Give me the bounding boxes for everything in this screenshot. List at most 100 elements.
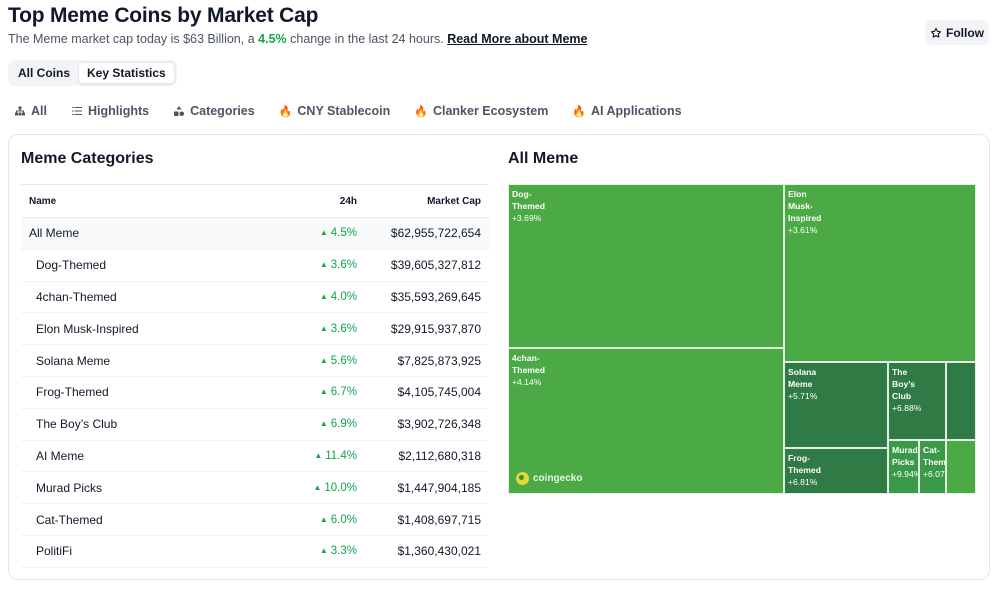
table-row[interactable]: Dog-Themed ▲ 3.6% $39,605,327,812	[21, 249, 489, 282]
change-value: 11.4%	[325, 449, 357, 462]
key-statistics-tab[interactable]: Key Statistics	[78, 62, 175, 84]
tab-categories[interactable]: Categories	[173, 104, 255, 118]
change-24h: ▲ 11.4%	[279, 440, 369, 473]
tile-change: +4.14%	[512, 377, 542, 387]
tab-all[interactable]: All	[14, 104, 47, 118]
change-value: 3.6%	[330, 259, 357, 272]
category-name[interactable]: The Boy’s Club	[21, 408, 279, 441]
categories-title: Meme Categories	[21, 150, 154, 167]
summary-change: 4.5%	[258, 32, 287, 46]
change-24h: ▲ 3.6%	[279, 249, 369, 282]
coingecko-logo-icon	[516, 472, 529, 485]
tile-change: +6.88%	[892, 403, 922, 413]
tab-ai-applications-label: AI Applications	[591, 104, 682, 118]
treemap-tile-frog-themed[interactable]: Frog- Themed +6.81%	[784, 448, 888, 494]
change-24h: ▲ 6.7%	[279, 376, 369, 409]
market-cap-value: $39,605,327,812	[369, 249, 489, 282]
treemap-tile-cat-themed[interactable]: Cat- Theme +6.07%	[919, 440, 946, 494]
table-row[interactable]: AI Meme ▲ 11.4% $2,112,680,318	[21, 440, 489, 473]
change-value: 3.3%	[330, 545, 357, 558]
view-toggle: All Coins Key Statistics	[8, 60, 177, 86]
change-24h: ▲ 3.3%	[279, 535, 369, 568]
table-row[interactable]: Frog-Themed ▲ 6.7% $4,105,745,004	[21, 376, 489, 409]
category-name[interactable]: Dog-Themed	[21, 249, 279, 282]
table-row[interactable]: PolitiFi ▲ 3.3% $1,360,430,021	[21, 535, 489, 568]
market-cap-value: $1,447,904,185	[369, 471, 489, 505]
up-arrow-icon: ▲	[319, 546, 328, 556]
tile-label: Dog- Themed	[512, 189, 545, 211]
treemap-tile-ai-meme[interactable]	[946, 362, 976, 440]
category-name[interactable]: Elon Musk-Inspired	[21, 312, 279, 346]
star-icon	[930, 27, 942, 38]
market-cap-value: $62,955,722,654	[369, 217, 489, 250]
up-arrow-icon: ▲	[319, 514, 328, 524]
category-name[interactable]: Murad Picks	[21, 471, 279, 505]
categories-table: Name 24h Market Cap All Meme ▲ 4.5% $62,955…	[21, 184, 489, 568]
tab-cny-stablecoin-label: CNY Stablecoin	[297, 104, 391, 118]
tab-all-label: All	[31, 104, 47, 118]
table-header: Name 24h Market Cap	[21, 184, 489, 218]
treemap-tile-dog-themed[interactable]: Dog- Themed +3.69%	[508, 184, 784, 348]
change-24h: ▲ 4.0%	[279, 281, 369, 314]
all-coins-tab[interactable]: All Coins	[18, 66, 71, 80]
tab-highlights[interactable]: Highlights	[71, 104, 149, 118]
treemap-tile-politifi[interactable]	[946, 440, 976, 494]
tile-label: Cat- Theme	[923, 445, 946, 467]
table-row[interactable]: Murad Picks ▲ 10.0% $1,447,904,185	[21, 471, 489, 505]
tab-clanker-ecosystem[interactable]: 🔥 Clanker Ecosystem	[414, 104, 548, 118]
table-row[interactable]: The Boy’s Club ▲ 6.9% $3,902,726,348	[21, 408, 489, 441]
category-name[interactable]: PolitiFi	[21, 535, 279, 568]
category-name[interactable]: Frog-Themed	[21, 376, 279, 409]
tile-change: +6.07%	[923, 469, 945, 479]
category-name[interactable]: All Meme	[21, 217, 279, 250]
tab-categories-label: Categories	[190, 104, 255, 118]
column-24h[interactable]: 24h	[279, 184, 369, 218]
flame-icon: 🔥	[414, 105, 428, 118]
tab-highlights-label: Highlights	[87, 104, 150, 118]
treemap-tile-solana-meme[interactable]: Solana Meme +5.71%	[784, 362, 888, 448]
tile-label: 4chan- Themed	[512, 353, 545, 375]
categories-icon	[174, 106, 185, 116]
read-more-link[interactable]: Read More about Meme	[447, 32, 588, 46]
table-row[interactable]: Cat-Themed ▲ 6.0% $1,408,697,715	[21, 503, 489, 536]
tab-cny-stablecoin[interactable]: 🔥 CNY Stablecoin	[279, 104, 391, 118]
change-value: 5.6%	[330, 354, 357, 367]
tab-clanker-ecosystem-label: Clanker Ecosystem	[432, 104, 549, 118]
treemap-tile-murad-picks[interactable]: Murad Picks +9.94%	[888, 440, 919, 494]
treemap-tile-4chan-themed[interactable]: 4chan- Themed +4.14%	[508, 348, 784, 494]
column-market-cap[interactable]: Market Cap	[369, 184, 489, 218]
category-name[interactable]: 4chan-Themed	[21, 281, 279, 314]
change-24h: ▲ 6.9%	[279, 408, 369, 441]
table-row[interactable]: Solana Meme ▲ 5.6% $7,825,873,925	[21, 344, 489, 377]
flame-icon: 🔥	[278, 105, 293, 118]
treemap-tile-elon-musk-inspired[interactable]: Elon Musk- Inspired +3.61%	[784, 184, 976, 362]
tile-label: The Boy’s Club	[892, 367, 916, 401]
hierarchy-icon	[15, 106, 25, 116]
tile-change: +9.94%	[892, 469, 919, 479]
tile-change: +6.81%	[788, 477, 818, 487]
change-24h: ▲ 5.6%	[279, 344, 369, 377]
change-value: 10.0%	[324, 481, 357, 494]
market-cap-value: $2,112,680,318	[369, 440, 489, 473]
treemap-chart: Dog- Themed +3.69% Elon Musk- Inspired +…	[508, 184, 976, 494]
change-24h: ▲ 6.0%	[279, 503, 369, 536]
change-value: 6.7%	[330, 386, 357, 399]
tile-change: +3.61%	[788, 225, 818, 235]
tile-label: Murad Picks	[892, 445, 918, 467]
treemap-tile-the-boys-club[interactable]: The Boy’s Club +6.88%	[888, 362, 946, 440]
tab-ai-applications[interactable]: 🔥 AI Applications	[572, 104, 681, 118]
category-name[interactable]: Solana Meme	[21, 344, 279, 377]
column-name[interactable]: Name	[21, 184, 279, 218]
table-row[interactable]: All Meme ▲ 4.5% $62,955,722,654	[21, 217, 489, 250]
category-name[interactable]: AI Meme	[21, 440, 279, 473]
treemap-title: All Meme	[508, 150, 579, 167]
up-arrow-icon: ▲	[319, 387, 328, 397]
up-arrow-icon: ▲	[319, 419, 328, 429]
up-arrow-icon: ▲	[319, 260, 328, 270]
tile-change: +3.69%	[512, 213, 542, 223]
table-row[interactable]: Elon Musk-Inspired ▲ 3.6% $29,915,937,870	[21, 312, 489, 346]
table-row[interactable]: 4chan-Themed ▲ 4.0% $35,593,269,645	[21, 281, 489, 314]
follow-button[interactable]: Follow	[925, 20, 989, 45]
category-name[interactable]: Cat-Themed	[21, 503, 279, 536]
change-value: 6.0%	[330, 513, 357, 526]
